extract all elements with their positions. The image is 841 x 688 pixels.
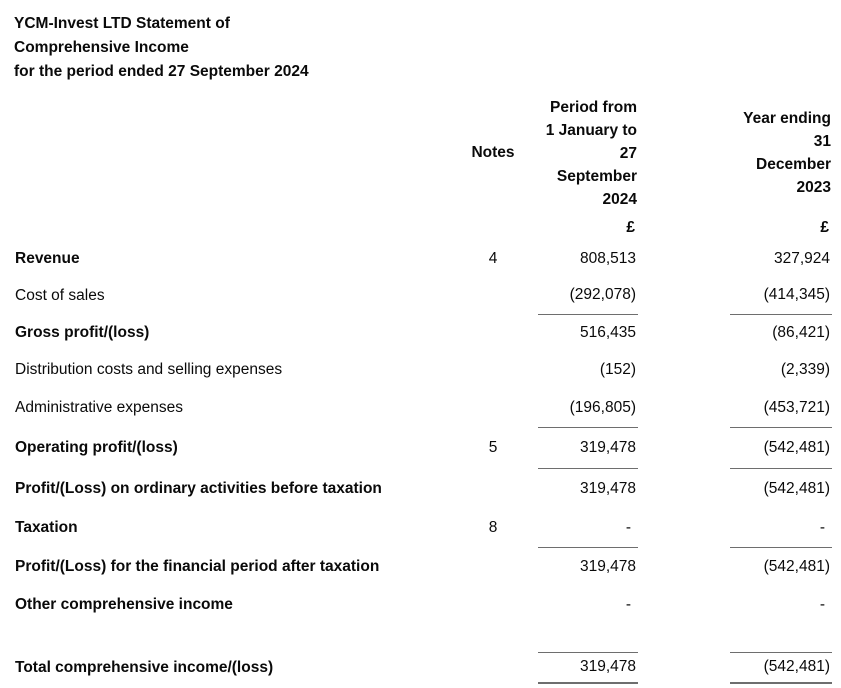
- value-current-period: 516,435: [538, 313, 638, 351]
- value-prior-year: 327,924: [773, 249, 830, 267]
- note-reference: 4: [488, 249, 498, 267]
- note-reference: [448, 277, 538, 314]
- note-reference: [448, 314, 538, 351]
- note-reference: [448, 547, 538, 586]
- note-reference: [448, 586, 538, 623]
- row-label: Profit/(Loss) on ordinary activities bef…: [15, 479, 382, 497]
- row-label: Cost of sales: [15, 286, 105, 304]
- currency-symbol-current: £: [626, 219, 635, 236]
- table-row: Taxation 8 - -: [14, 509, 832, 547]
- row-label: Other comprehensive income: [15, 595, 233, 613]
- column-gap: [638, 351, 730, 389]
- table-row: Other comprehensive income - -: [14, 586, 832, 623]
- note-reference: 8: [488, 519, 498, 536]
- value-prior-year: (414,345): [763, 286, 830, 304]
- value-current-period: 808,513: [579, 249, 636, 267]
- row-label: Administrative expenses: [15, 399, 183, 416]
- value-prior-year: (2,339): [780, 361, 830, 378]
- value-current-period: -: [625, 595, 631, 613]
- row-label: Revenue: [15, 249, 80, 267]
- value-prior-year: (542,481): [730, 467, 832, 509]
- column-gap: [638, 277, 730, 314]
- note-reference: [448, 468, 538, 509]
- table-row: Profit/(Loss) on ordinary activities bef…: [14, 467, 832, 509]
- column-gap: [638, 389, 730, 427]
- currency-row: £ £: [14, 216, 832, 240]
- statement-title: YCM-Invest LTD Statement of Comprehensiv…: [14, 12, 841, 84]
- column-gap: [638, 547, 730, 586]
- title-line-1: YCM-Invest LTD Statement of: [14, 15, 230, 32]
- table-row: Operating profit/(loss) 5 319,478 (542,4…: [14, 426, 832, 468]
- value-prior-year: (86,421): [730, 313, 832, 351]
- value-current-period: 319,478: [538, 467, 638, 509]
- value-prior-year: (542,481): [730, 546, 832, 586]
- table-row: Distribution costs and selling expenses …: [14, 351, 832, 389]
- value-current-period: (196,805): [569, 398, 636, 416]
- value-current-period: 319,478: [538, 426, 638, 468]
- column-gap: [638, 586, 730, 623]
- row-label: Distribution costs and selling expenses: [15, 361, 283, 378]
- column-gap: [638, 427, 730, 468]
- header-spacer: [14, 90, 448, 216]
- column-gap: [638, 240, 730, 277]
- table-row: Cost of sales (292,078) (414,345): [14, 277, 832, 314]
- column-header-notes: Notes: [471, 144, 515, 161]
- table-row: Revenue 4 808,513 327,924: [14, 240, 832, 277]
- table-row: Total comprehensive income/(loss) 319,47…: [14, 651, 832, 684]
- column-gap: [638, 314, 730, 351]
- row-label: Total comprehensive income/(loss): [15, 658, 274, 676]
- value-current-period: (152): [599, 361, 636, 378]
- table-row: Administrative expenses (196,805) (453,7…: [14, 389, 832, 427]
- row-label: Taxation: [15, 519, 78, 536]
- column-header-prior-year: Year ending 31 December 2023: [743, 110, 831, 196]
- header-gap: [638, 90, 730, 216]
- column-gap: [638, 468, 730, 509]
- value-current-period: (292,078): [569, 286, 636, 304]
- income-statement-table: Notes Period from 1 January to 27 Septem…: [14, 90, 832, 684]
- title-line-3: for the period ended 27 September 2024: [14, 63, 309, 80]
- value-prior-year: -: [819, 518, 825, 536]
- column-gap: [638, 652, 730, 683]
- value-current-period: -: [625, 518, 631, 536]
- value-prior-year: (542,481): [730, 426, 832, 468]
- value-prior-year: -: [819, 595, 825, 613]
- table-row: Gross profit/(loss) 516,435 (86,421): [14, 313, 832, 351]
- row-label: Gross profit/(loss): [15, 323, 150, 341]
- column-gap: [638, 509, 730, 547]
- note-reference: [448, 652, 538, 683]
- spacer-row: [14, 623, 832, 652]
- title-line-2: Comprehensive Income: [14, 39, 189, 56]
- value-prior-year: (453,721): [763, 398, 830, 416]
- column-header-row: Notes Period from 1 January to 27 Septem…: [14, 90, 832, 216]
- value-prior-year: (542,481): [730, 651, 832, 684]
- note-reference: 5: [488, 438, 498, 456]
- value-current-period: 319,478: [538, 546, 638, 586]
- column-header-current-period: Period from 1 January to 27 September 20…: [545, 98, 637, 208]
- note-reference: [448, 389, 538, 427]
- row-label: Profit/(Loss) for the financial period a…: [15, 557, 380, 575]
- table-row: Profit/(Loss) for the financial period a…: [14, 546, 832, 586]
- note-reference: [448, 351, 538, 389]
- value-current-period: 319,478: [538, 651, 638, 684]
- row-label: Operating profit/(loss): [15, 438, 178, 456]
- currency-symbol-prior: £: [820, 219, 829, 236]
